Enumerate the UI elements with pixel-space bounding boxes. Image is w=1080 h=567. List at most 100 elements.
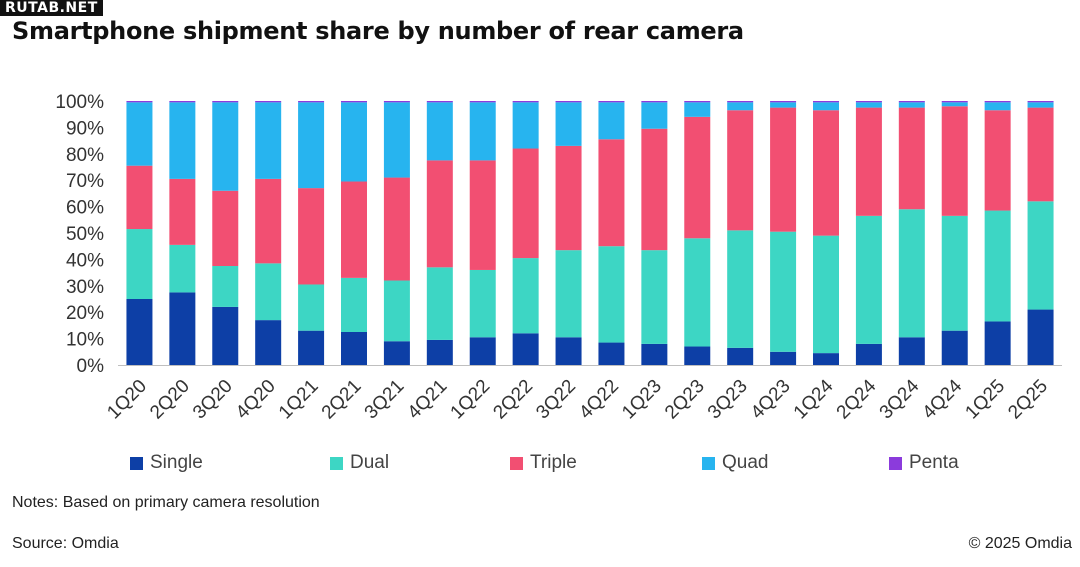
x-tick-label: 4Q21 (404, 376, 452, 424)
legend-item-dual: Dual (330, 452, 389, 474)
bar-segment-triple-4q20 (255, 178, 282, 264)
bar-segment-single-3q22 (555, 337, 582, 365)
bar-segment-triple-3q23 (727, 110, 754, 231)
bar-segment-quad-2q24 (855, 102, 882, 108)
bar-segment-single-2q25 (1027, 309, 1054, 365)
bar-segment-penta-3q20 (212, 101, 239, 103)
bar-segment-triple-4q22 (598, 139, 625, 247)
legend-swatch-single (130, 456, 143, 470)
y-tick-label: 50% (66, 224, 104, 245)
x-tick-label: 3Q24 (876, 375, 924, 423)
bar-segment-triple-1q22 (469, 160, 496, 270)
bar-segment-dual-1q23 (641, 250, 668, 344)
bar-segment-single-2q24 (855, 343, 882, 365)
x-tick-label: 2Q22 (489, 376, 537, 424)
bar-segment-quad-1q22 (469, 102, 496, 161)
bar-segment-dual-4q20 (255, 263, 282, 321)
bar-segment-triple-1q25 (984, 110, 1011, 211)
bar-segment-triple-1q20 (126, 165, 153, 230)
source: Source: Omdia (12, 535, 119, 552)
legend-label-single: Single (150, 452, 203, 473)
bar-segment-penta-1q23 (641, 101, 668, 103)
bar-segment-quad-2q25 (1027, 102, 1054, 108)
legend-swatch-triple (510, 456, 523, 470)
x-axis: 1Q202Q203Q204Q201Q212Q213Q214Q211Q222Q22… (103, 365, 1062, 424)
bar-segment-quad-1q25 (984, 102, 1011, 111)
x-tick-label: 1Q23 (618, 376, 666, 424)
x-tick-label: 1Q21 (275, 376, 323, 424)
bar-segment-dual-4q21 (426, 267, 453, 340)
bar-segment-dual-4q22 (598, 246, 625, 343)
x-tick-label: 4Q23 (747, 376, 795, 424)
x-tick-label: 3Q21 (361, 376, 409, 424)
bar-segment-single-2q21 (341, 332, 367, 365)
bar-segment-quad-1q21 (298, 102, 325, 189)
bar-segment-dual-1q21 (298, 284, 325, 331)
bar-segment-penta-1q25 (984, 101, 1011, 103)
y-tick-label: 100% (55, 92, 104, 113)
y-tick-label: 60% (66, 198, 104, 219)
bar-segment-quad-1q23 (641, 102, 668, 129)
bar-segment-dual-3q23 (727, 230, 754, 348)
bar-segment-quad-3q23 (727, 102, 754, 111)
y-tick-label: 0% (77, 356, 105, 377)
bar-segment-triple-1q23 (641, 128, 668, 251)
bar-segment-single-3q24 (898, 337, 925, 365)
x-tick-label: 4Q20 (232, 376, 280, 424)
bar-segment-single-1q24 (813, 353, 839, 365)
bar-segment-dual-2q21 (341, 277, 367, 332)
bar-segment-penta-4q23 (770, 101, 797, 103)
bar-segment-triple-3q21 (383, 177, 410, 281)
bar-segment-dual-2q22 (512, 258, 539, 334)
bar-segment-single-1q22 (469, 337, 496, 365)
bar-segment-single-4q20 (255, 320, 282, 365)
bar-segment-dual-1q20 (126, 229, 153, 299)
legend: Single Dual Triple Quad Penta (0, 452, 1080, 476)
x-tick-label: 1Q22 (447, 376, 495, 424)
bar-segment-dual-2q20 (169, 244, 196, 293)
bar-segment-quad-1q20 (126, 102, 153, 166)
bar-segment-triple-2q24 (855, 107, 882, 216)
bar-segment-dual-1q24 (813, 235, 839, 354)
legend-label-dual: Dual (350, 452, 390, 473)
x-tick-label: 2Q24 (833, 375, 881, 423)
x-tick-label: 1Q24 (790, 375, 838, 423)
bar-segment-quad-4q24 (941, 102, 968, 107)
bar-segment-dual-2q25 (1027, 201, 1054, 310)
bar-segment-penta-1q20 (126, 101, 153, 103)
x-tick-label: 2Q21 (318, 376, 366, 424)
bar-segment-penta-1q24 (813, 101, 839, 103)
x-tick-label: 2Q23 (661, 376, 709, 424)
x-tick-label: 3Q20 (189, 376, 237, 424)
bar-segment-single-3q23 (727, 347, 754, 365)
bar-segment-penta-3q24 (898, 101, 925, 103)
bar-segment-penta-2q24 (855, 101, 882, 103)
bar-segment-single-2q22 (512, 333, 539, 365)
copyright: © 2025 Omdia (968, 535, 1072, 552)
bar-segment-triple-2q25 (1027, 107, 1054, 202)
bar-segment-dual-1q22 (469, 269, 496, 338)
y-tick-label: 90% (66, 118, 104, 139)
bar-segment-penta-4q24 (941, 101, 968, 103)
bar-segment-triple-2q23 (684, 116, 711, 239)
bar-segment-triple-1q24 (813, 110, 839, 236)
bar-segment-dual-2q24 (855, 215, 882, 344)
bar-segment-triple-4q24 (941, 106, 968, 216)
x-tick-label: 4Q24 (919, 375, 967, 423)
bar-segment-triple-3q20 (212, 190, 239, 266)
bar-segment-penta-4q22 (598, 101, 625, 103)
bar-segment-single-4q22 (598, 342, 625, 365)
y-tick-label: 80% (66, 145, 104, 166)
y-tick-label: 10% (66, 330, 104, 351)
bar-segment-triple-2q22 (512, 148, 539, 259)
bar-segment-dual-2q23 (684, 238, 711, 347)
bar-segment-quad-3q24 (898, 102, 925, 108)
bar-segment-dual-4q23 (770, 231, 797, 352)
bar-segment-single-1q25 (984, 321, 1011, 365)
watermark: RUTAB.NET (0, 0, 103, 16)
bar-segment-single-2q23 (684, 346, 711, 365)
y-tick-label: 40% (66, 250, 104, 271)
legend-item-single: Single (130, 452, 203, 474)
y-tick-label: 20% (66, 303, 104, 324)
bar-segment-triple-2q20 (169, 178, 196, 245)
